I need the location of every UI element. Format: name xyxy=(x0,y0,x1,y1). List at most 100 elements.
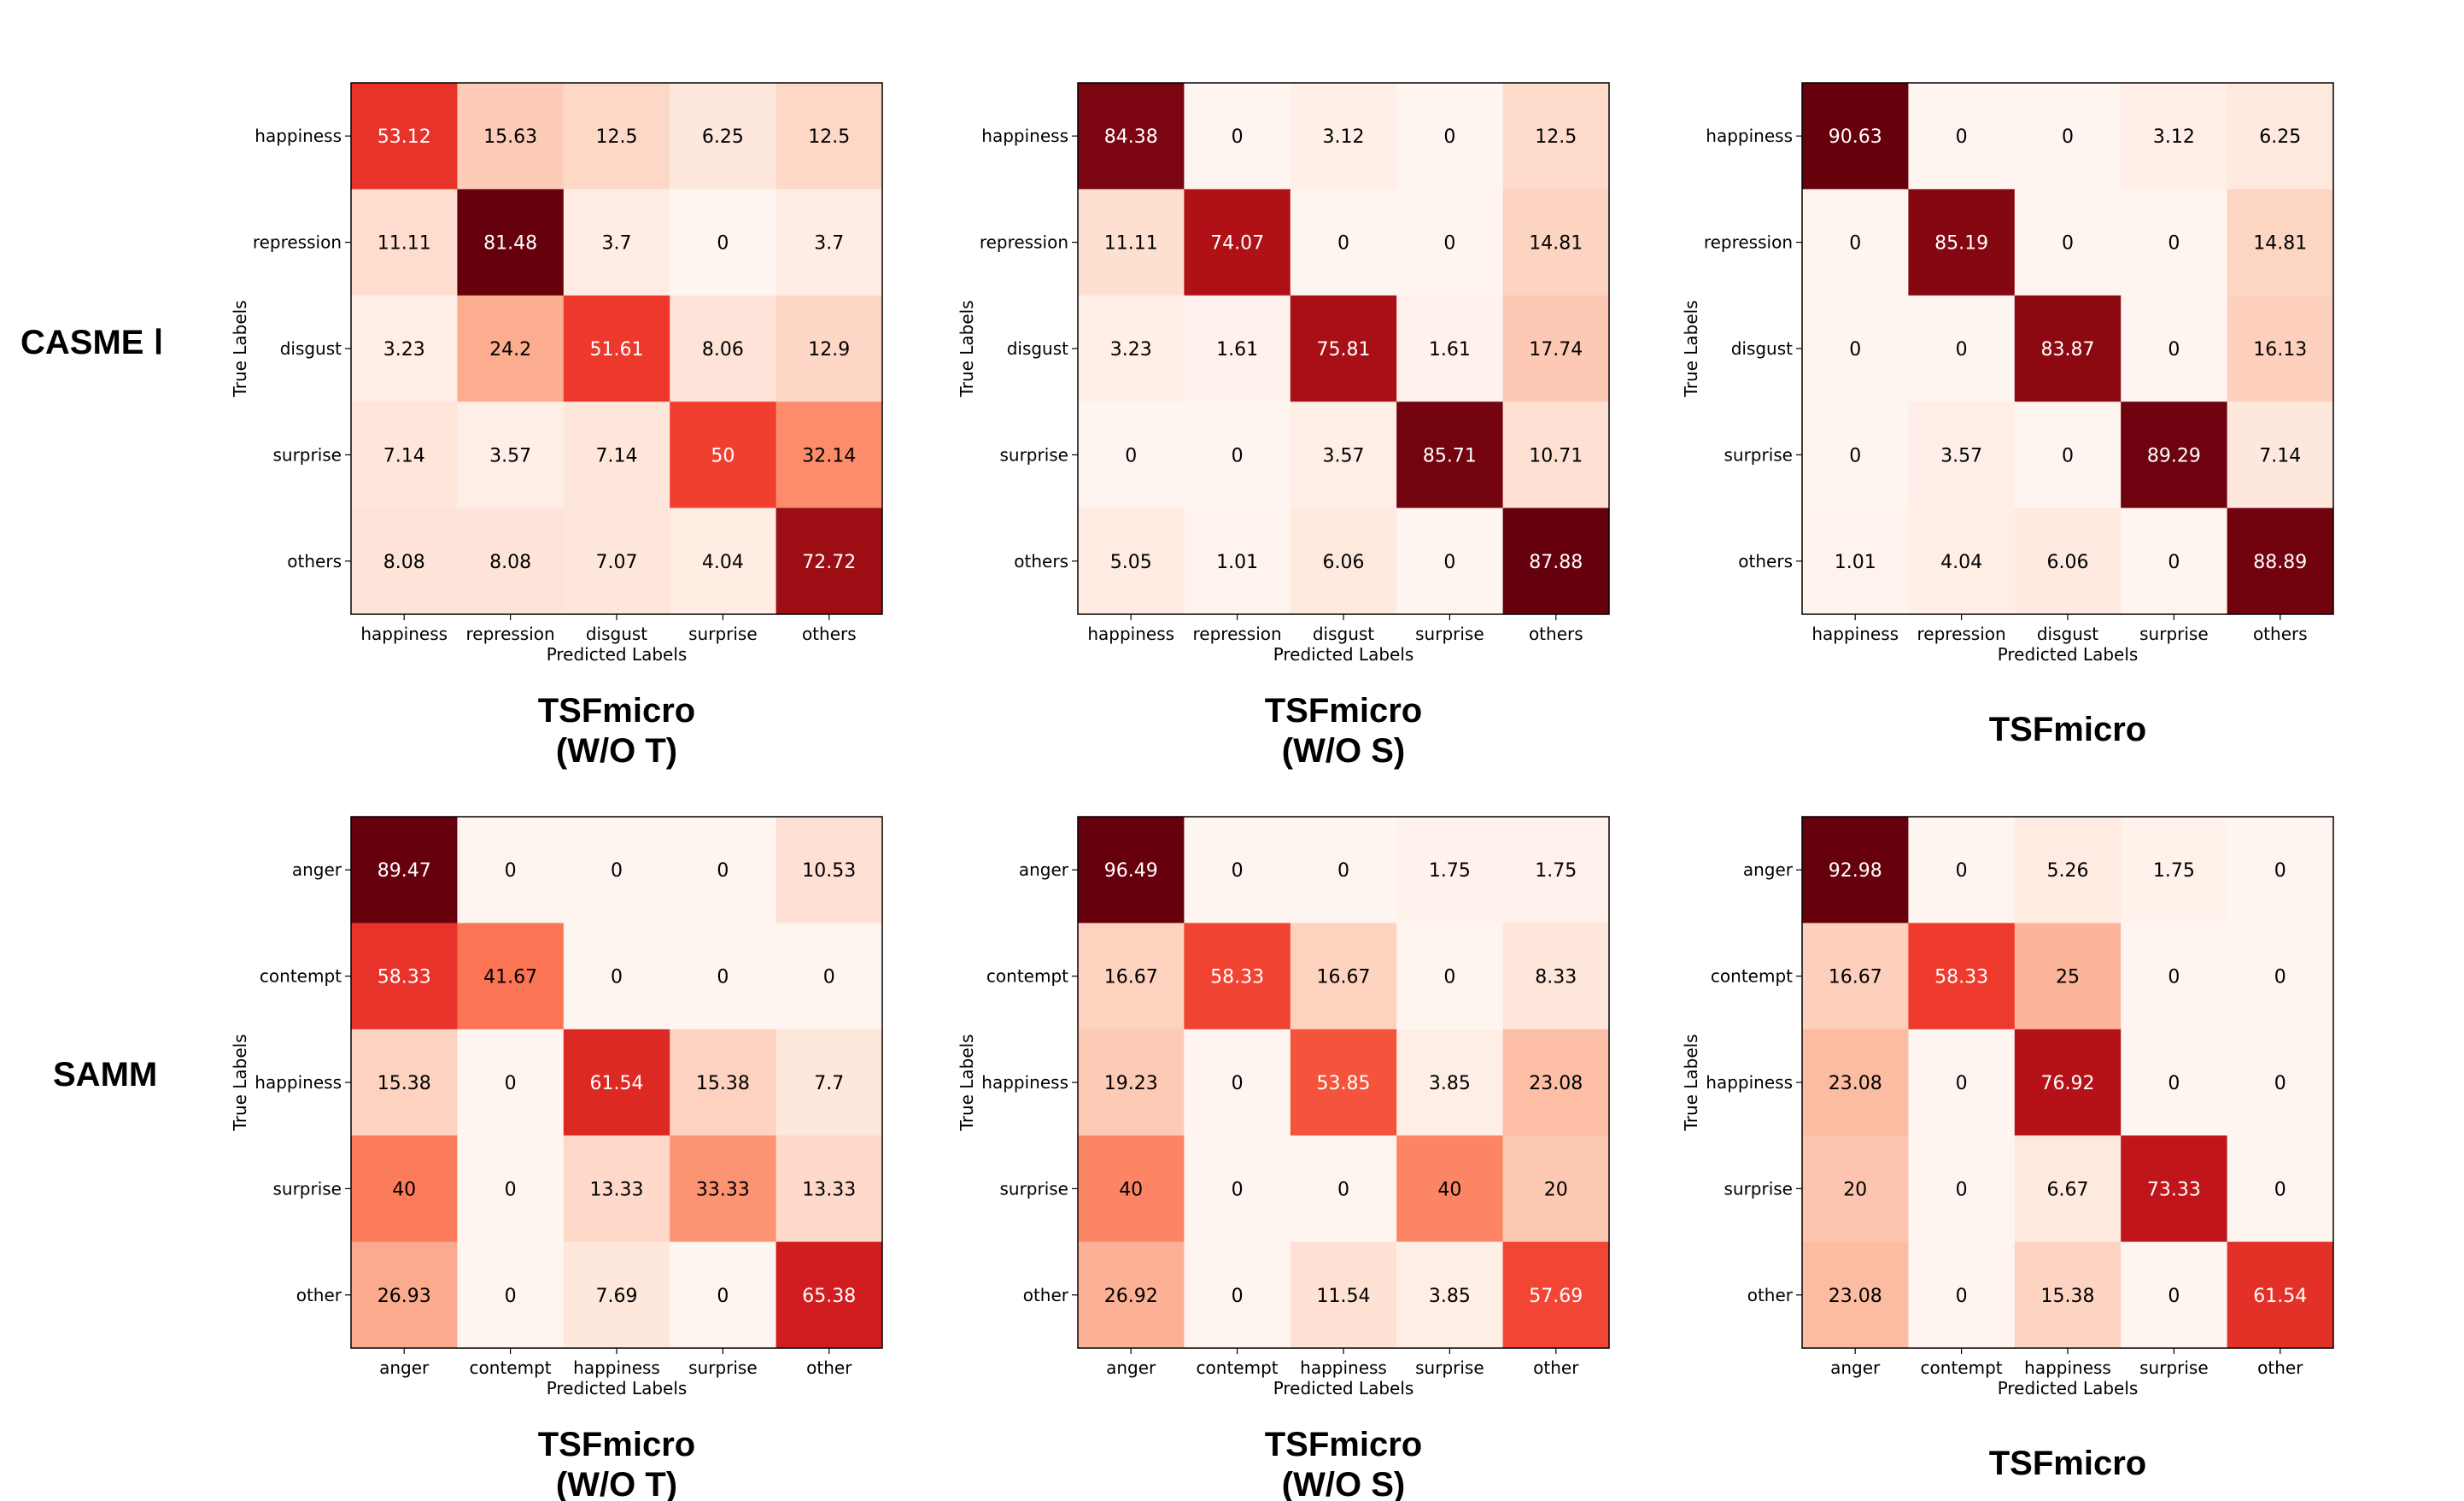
heatmap-cell-0-3-1 xyxy=(457,402,565,509)
cell-value-label-5-1-4: 0 xyxy=(2274,967,2286,988)
heatmap-cell-4-0-1 xyxy=(1184,817,1291,923)
cell-value-label-5-4-2: 15.38 xyxy=(2041,1286,2095,1307)
y-axis-label-0: True Labels xyxy=(230,300,250,397)
heatmap-cell-0-2-3 xyxy=(670,295,777,402)
y-tick-label-4-1: contempt xyxy=(986,966,1068,987)
heatmap-cell-2-2-0 xyxy=(1802,295,1909,402)
heatmap-cell-5-0-4 xyxy=(2227,817,2334,923)
cell-value-label-3-4-4: 65.38 xyxy=(802,1286,856,1307)
heatmap-cell-4-4-0 xyxy=(1078,1241,1185,1349)
cell-value-label-5-2-4: 0 xyxy=(2274,1073,2286,1094)
y-tick-label-1-3: surprise xyxy=(999,444,1068,465)
heatmap-cell-0-0-2 xyxy=(563,83,670,190)
cell-value-label-0-1-3: 0 xyxy=(717,233,729,255)
x-tick-label-1-4: others xyxy=(1529,624,1583,644)
heatmap-cell-2-0-4 xyxy=(2227,83,2334,190)
x-tick-label-5-3: surprise xyxy=(2139,1357,2209,1378)
y-tick-label-5-2: happiness xyxy=(1706,1072,1793,1093)
x-tick-label-3-0: anger xyxy=(379,1357,430,1378)
heatmap-cell-1-1-0 xyxy=(1078,189,1185,296)
heatmap-cell-0-4-1 xyxy=(457,507,565,615)
heatmap-cell-3-4-4 xyxy=(775,1241,883,1349)
heatmap-cell-1-1-3 xyxy=(1396,189,1504,296)
x-tick-label-0-0: happiness xyxy=(360,624,448,644)
heatmap-cell-5-0-3 xyxy=(2121,817,2228,923)
heatmap-cell-1-1-2 xyxy=(1290,189,1397,296)
heatmap-cell-5-4-2 xyxy=(2014,1241,2122,1349)
heatmap-cell-2-1-0 xyxy=(1802,189,1909,296)
chart-title-4-line-1: (W/O S) xyxy=(1282,1466,1405,1501)
x-axis-label-3: Predicted Labels xyxy=(547,1378,688,1398)
heatmap-cell-3-0-3 xyxy=(670,817,777,923)
cell-value-label-0-1-4: 3.7 xyxy=(814,233,844,255)
heatmap-cell-1-4-1 xyxy=(1184,507,1291,615)
cell-value-label-5-4-4: 61.54 xyxy=(2253,1286,2307,1307)
heatmap-cell-0-4-0 xyxy=(351,507,458,615)
cell-value-label-4-3-1: 0 xyxy=(1232,1179,1244,1200)
heatmap-cell-2-1-3 xyxy=(2121,189,2228,296)
heatmap-cell-0-0-0 xyxy=(351,83,458,190)
row-label-samm: SAMM xyxy=(53,1056,158,1094)
x-tick-label-3-2: happiness xyxy=(573,1357,660,1378)
cell-value-label-1-3-4: 10.71 xyxy=(1529,445,1583,466)
cell-value-label-5-0-2: 5.26 xyxy=(2047,860,2089,882)
heatmap-cell-5-1-1 xyxy=(1908,923,2016,1030)
cell-value-label-5-0-4: 0 xyxy=(2274,860,2286,882)
heatmap-cell-0-4-4 xyxy=(775,507,883,615)
cell-value-label-2-2-3: 0 xyxy=(2168,339,2180,361)
y-tick-label-5-4: other xyxy=(1747,1285,1794,1305)
y-tick-label-0-3: surprise xyxy=(272,444,342,465)
cell-value-label-1-4-4: 87.88 xyxy=(1529,552,1583,573)
cell-value-label-0-4-0: 8.08 xyxy=(383,552,425,573)
heatmap-cell-3-0-4 xyxy=(775,817,883,923)
cell-value-label-1-4-1: 1.01 xyxy=(1216,552,1258,573)
y-tick-label-3-0: anger xyxy=(292,859,342,880)
chart-title-2-line-0: TSFmicro xyxy=(1989,711,2146,748)
x-tick-label-1-1: repression xyxy=(1193,624,1282,644)
heatmap-cell-3-0-2 xyxy=(563,817,670,923)
heatmap-cell-5-4-3 xyxy=(2121,1241,2228,1349)
cell-value-label-3-4-0: 26.93 xyxy=(378,1286,431,1307)
cell-value-label-1-1-4: 14.81 xyxy=(1529,233,1583,255)
x-tick-label-1-0: happiness xyxy=(1087,624,1174,644)
heatmap-cell-4-2-4 xyxy=(1502,1029,1610,1136)
cell-value-label-2-3-3: 89.29 xyxy=(2147,445,2201,466)
heatmap-cell-3-1-1 xyxy=(457,923,565,1030)
heatmap-cell-1-0-0 xyxy=(1078,83,1185,190)
y-axis-label-3: True Labels xyxy=(230,1034,250,1131)
cell-value-label-2-4-4: 88.89 xyxy=(2253,552,2307,573)
y-axis-label-4: True Labels xyxy=(957,1034,977,1131)
heatmap-cell-4-0-2 xyxy=(1290,817,1397,923)
cell-value-label-4-4-1: 0 xyxy=(1232,1286,1244,1307)
heatmap-cell-1-2-3 xyxy=(1396,295,1504,402)
heatmap-cell-1-4-3 xyxy=(1396,507,1504,615)
cell-value-label-2-2-2: 83.87 xyxy=(2041,339,2095,361)
heatmap-cell-3-3-1 xyxy=(457,1135,565,1243)
cell-value-label-1-0-2: 3.12 xyxy=(1323,126,1365,148)
cell-value-label-3-2-1: 0 xyxy=(505,1073,517,1094)
cell-value-label-3-3-4: 13.33 xyxy=(802,1179,856,1200)
heatmap-cell-5-1-2 xyxy=(2014,923,2122,1030)
cell-value-label-4-0-0: 96.49 xyxy=(1104,860,1158,882)
cell-value-label-2-3-0: 0 xyxy=(1849,445,1861,466)
cell-value-label-4-0-3: 1.75 xyxy=(1429,860,1471,882)
heatmap-cell-2-3-1 xyxy=(1908,402,2016,509)
cell-value-label-5-3-2: 6.67 xyxy=(2047,1179,2089,1200)
cell-value-label-5-2-2: 76.92 xyxy=(2041,1073,2095,1094)
heatmap-cell-0-4-2 xyxy=(563,507,670,615)
cell-value-label-0-3-3: 50 xyxy=(711,445,735,466)
cell-value-label-3-2-2: 61.54 xyxy=(590,1073,644,1094)
cell-value-label-1-2-4: 17.74 xyxy=(1529,339,1583,361)
cell-value-label-3-3-2: 13.33 xyxy=(590,1179,644,1200)
heatmap-cell-4-3-1 xyxy=(1184,1135,1291,1243)
cell-value-label-0-2-2: 51.61 xyxy=(590,339,644,361)
cell-value-label-0-4-1: 8.08 xyxy=(489,552,531,573)
heatmap-cell-4-0-0 xyxy=(1078,817,1185,923)
y-axis-label-2: True Labels xyxy=(1681,300,1701,397)
cell-value-label-2-2-1: 0 xyxy=(1956,339,1968,361)
cell-value-label-3-0-0: 89.47 xyxy=(378,860,431,882)
cell-value-label-1-3-2: 3.57 xyxy=(1323,445,1365,466)
heatmap-cell-1-4-0 xyxy=(1078,507,1185,615)
heatmap-cell-2-2-2 xyxy=(2014,295,2122,402)
